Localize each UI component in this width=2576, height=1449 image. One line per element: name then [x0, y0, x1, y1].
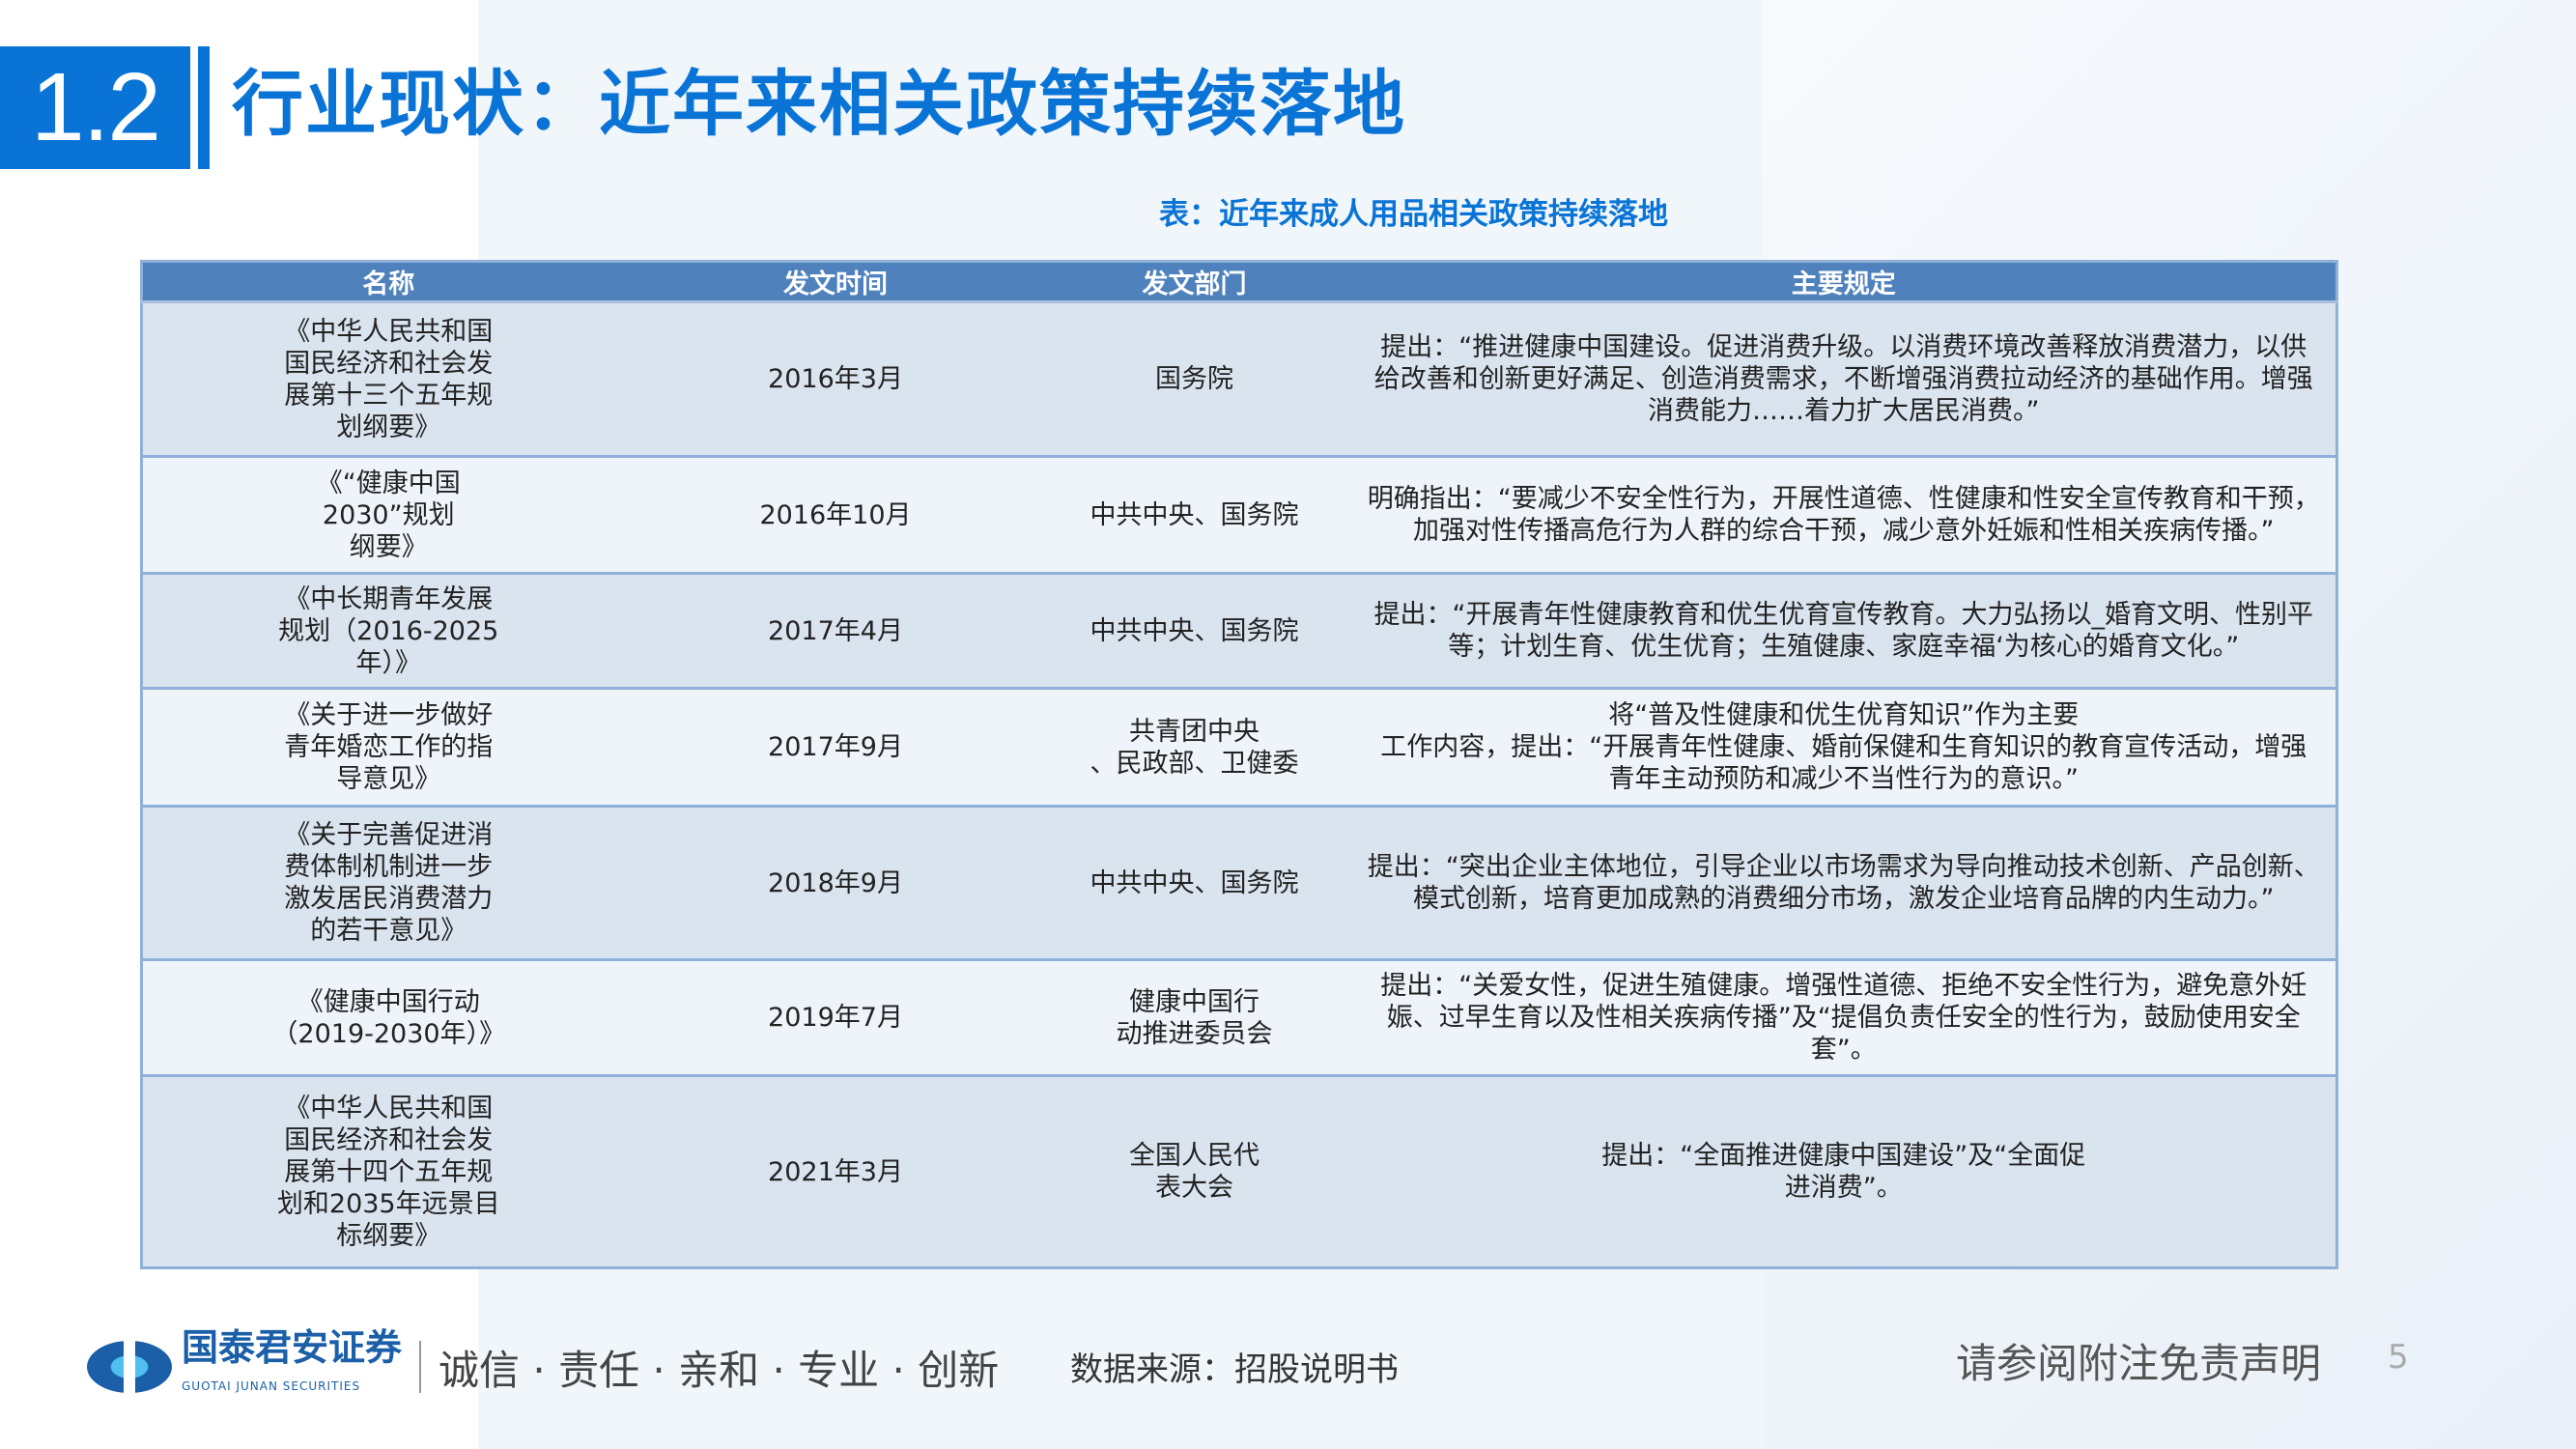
table-row: 《中长期青年发展 规划（2016-2025 年）》 2017年4月 中共中央、国务院… [141, 573, 2337, 690]
cell-dept: 健康中国行 动推进委员会 [1036, 959, 1352, 1077]
cell-date: 2019年7月 [634, 959, 1037, 1077]
cell-rule: 提出：“推进健康中国建设。促进消费升级。以消费环境改善释放消费潜力，以供 给改善… [1351, 301, 2337, 458]
cell-name: 《关于完善促进消 费体制机制进一步 激发居民消费潜力 的若干意见》 [141, 806, 635, 961]
cell-date: 2018年9月 [634, 806, 1037, 961]
page-title: 行业现状：近年来相关政策持续落地 [232, 63, 1406, 146]
column-header-date: 发文时间 [634, 261, 1037, 303]
table-row: 《健康中国行动 （2019-2030年）》 2019年7月 健康中国行 动推进委员会… [141, 959, 2337, 1077]
section-number: 1.2 [0, 46, 190, 169]
policy-table: 名称 发文时间 发文部门 主要规定 《中华人民共和国 国民经济和社会发 展第十三… [140, 260, 2338, 1269]
table-row: 《关于进一步做好 青年婚恋工作的指 导意见》 2017年9月 共青团中央 、民政部、… [141, 688, 2337, 808]
company-name-en: GUOTAI JUNAN SECURITIES [182, 1379, 361, 1393]
cell-name: 《中华人民共和国 国民经济和社会发 展第十三个五年规 划纲要》 [141, 301, 635, 458]
company-logo-icon [87, 1341, 172, 1393]
table-row: 《关于完善促进消 费体制机制进一步 激发居民消费潜力 的若干意见》 2018年9月… [141, 806, 2337, 961]
cell-dept: 中共中央、国务院 [1036, 573, 1352, 690]
cell-date: 2016年3月 [634, 301, 1037, 458]
table-row: 《中华人民共和国 国民经济和社会发 展第十四个五年规 划和2035年远景目 标纲… [141, 1075, 2337, 1269]
table-row: 《“健康中国 2030”规划 纲要》 2016年10月 中共中央、国务院 明确指出：“… [141, 456, 2337, 575]
company-slogan: 诚信 · 责任 · 亲和 · 专业 · 创新 [439, 1346, 1000, 1394]
company-name: 国泰君安证券 [182, 1326, 403, 1369]
cell-rule: 提出：“开展青年性健康教育和优生优育宣传教育。大力弘扬以_婚育文明、性别平 等；… [1351, 573, 2337, 690]
company-logo: 国泰君安证券 GUOTAI JUNAN SECURITIES [182, 1328, 402, 1406]
cell-date: 2017年4月 [634, 573, 1037, 690]
cell-name: 《中华人民共和国 国民经济和社会发 展第十四个五年规 划和2035年远景目 标纲… [141, 1075, 635, 1269]
cell-date: 2016年10月 [634, 456, 1037, 575]
cell-name: 《“健康中国 2030”规划 纲要》 [141, 456, 635, 575]
table-header-row: 名称 发文时间 发文部门 主要规定 [141, 261, 2337, 303]
cell-date: 2021年3月 [634, 1075, 1037, 1269]
cell-name: 《中长期青年发展 规划（2016-2025 年）》 [141, 573, 635, 690]
cell-rule: 提出：“突出企业主体地位，引导企业以市场需求为导向推动技术创新、产品创新、 模式… [1351, 806, 2337, 961]
cell-dept: 国务院 [1036, 301, 1352, 458]
column-header-rule: 主要规定 [1351, 261, 2337, 303]
cell-dept: 中共中央、国务院 [1036, 806, 1352, 961]
cell-name: 《健康中国行动 （2019-2030年）》 [141, 959, 635, 1077]
cell-dept: 共青团中央 、民政部、卫健委 [1036, 688, 1352, 808]
column-header-dept: 发文部门 [1036, 261, 1352, 303]
data-source: 数据来源：招股说明书 [1070, 1350, 1399, 1389]
footer-divider [419, 1341, 422, 1393]
cell-rule: 提出：“关爱女性，促进生殖健康。增强性道德、拒绝不安全性行为，避免意外妊 娠、过… [1351, 959, 2337, 1077]
table-caption: 表：近年来成人用品相关政策持续落地 [1159, 197, 1668, 232]
cell-rule: 将“普及性健康和优生优育知识”作为主要 工作内容，提出：“开展青年性健康、婚前保… [1351, 688, 2337, 808]
page-number: 5 [2388, 1338, 2409, 1377]
cell-name: 《关于进一步做好 青年婚恋工作的指 导意见》 [141, 688, 635, 808]
cell-date: 2017年9月 [634, 688, 1037, 808]
cell-dept: 中共中央、国务院 [1036, 456, 1352, 575]
cell-dept: 全国人民代 表大会 [1036, 1075, 1352, 1269]
title-divider [198, 46, 210, 169]
disclaimer: 请参阅附注免责声明 [1956, 1340, 2322, 1387]
cell-rule: 提出：“全面推进健康中国建设”及“全面促 进消费”。 [1351, 1075, 2337, 1269]
column-header-name: 名称 [141, 261, 635, 303]
cell-rule: 明确指出：“要减少不安全性行为，开展性道德、性健康和性安全宣传教育和干预， 加强… [1351, 456, 2337, 575]
footer-brand: 国泰君安证券 GUOTAI JUNAN SECURITIES 诚信 · 责任 ·… [87, 1328, 999, 1406]
table-row: 《中华人民共和国 国民经济和社会发 展第十三个五年规 划纲要》 2016年3月 国务… [141, 301, 2337, 458]
